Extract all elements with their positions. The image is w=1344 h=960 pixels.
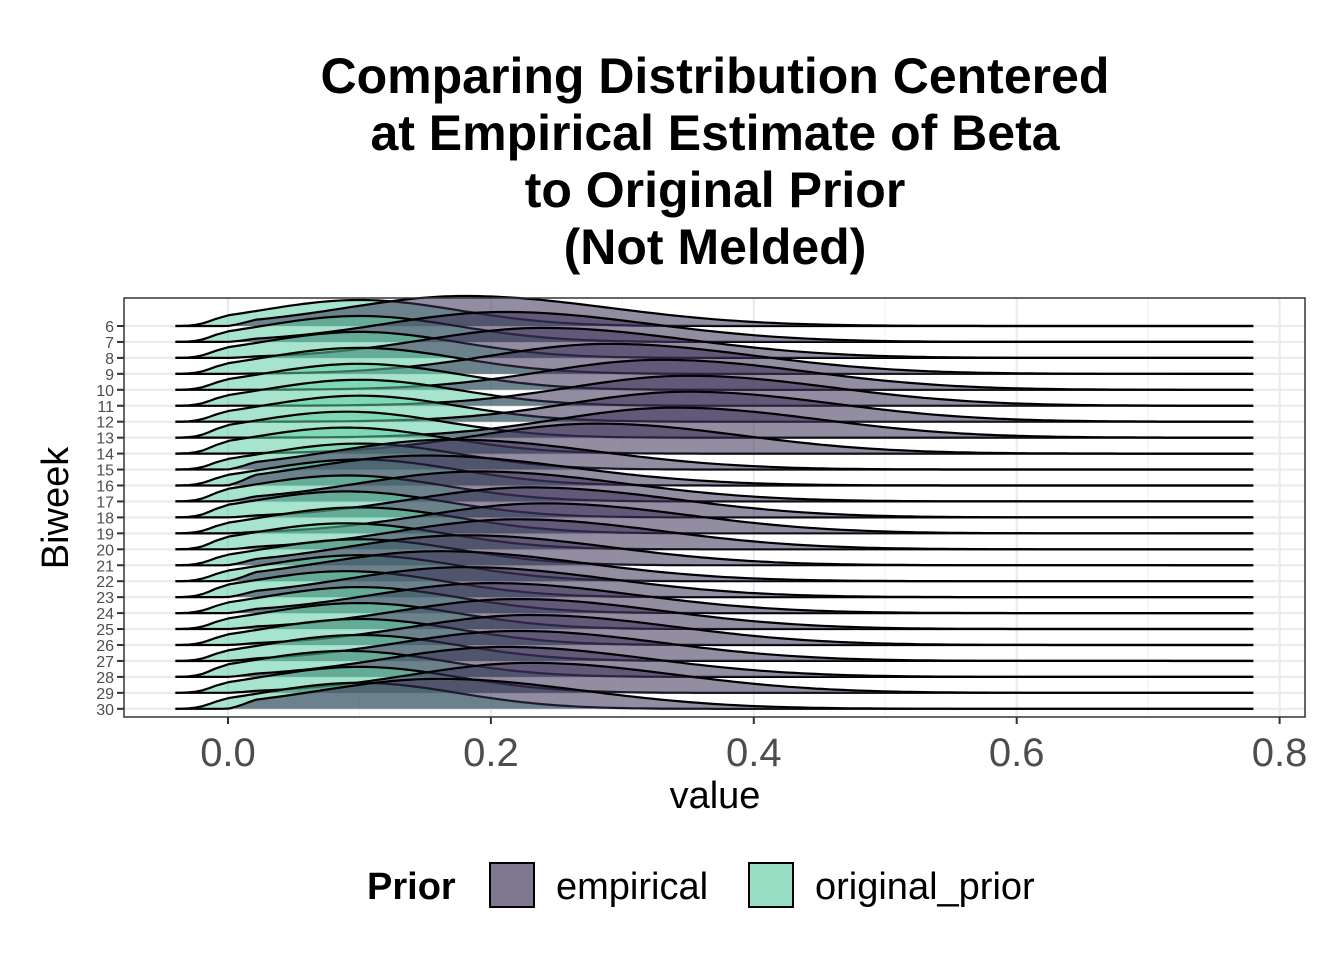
y-axis-title: Biweek: [35, 446, 77, 569]
y-tick-label: 26: [96, 638, 114, 655]
density-empirical-9: [175, 343, 1254, 374]
density-line-empirical-7: [175, 310, 1254, 343]
y-tick-label: 30: [96, 702, 114, 719]
density-line-empirical-6: [175, 294, 1254, 328]
y-tick-label: 15: [96, 463, 114, 480]
ridges: [175, 294, 1254, 710]
y-tick-label: 29: [96, 686, 114, 703]
ridge-biweek-30: [175, 677, 1254, 710]
x-tick-label: 0.2: [463, 731, 519, 775]
density-line-empirical-15: [175, 438, 1254, 471]
y-tick-label: 21: [96, 558, 114, 575]
y-tick-label: 11: [97, 399, 114, 416]
density-line-empirical-30: [175, 677, 1254, 710]
title-line-2: at Empirical Estimate of Beta: [370, 105, 1060, 161]
y-tick-label: 7: [105, 335, 114, 352]
density-empirical-30: [175, 678, 1254, 709]
density-line-empirical-22: [175, 550, 1254, 583]
density-line-empirical-21: [175, 534, 1254, 567]
y-tick-label: 18: [96, 510, 114, 527]
density-original-prior-11: [175, 379, 1254, 406]
plot-panel-border: [123, 297, 1306, 718]
chart-title: Comparing Distribution Centered at Empir…: [321, 48, 1110, 275]
title-line-4: (Not Melded): [564, 219, 867, 275]
density-line-empirical-16: [175, 454, 1254, 487]
x-tick-label: 0.0: [200, 731, 256, 775]
density-line-empirical-24: [175, 582, 1254, 615]
legend: Prior empirical original_prior: [367, 862, 1035, 908]
y-tick-label: 22: [96, 574, 114, 591]
x-tick-label: 0.8: [1252, 731, 1308, 775]
y-tick-label: 8: [105, 351, 114, 368]
y-tick-label: 14: [96, 447, 114, 464]
y-tick-label: 10: [96, 383, 114, 400]
y-tick-label: 16: [96, 479, 114, 496]
legend-title: Prior: [367, 866, 456, 908]
density-line-empirical-27: [175, 629, 1254, 663]
y-tick-label: 25: [96, 622, 114, 639]
y-tick-label: 27: [96, 654, 114, 671]
y-axis: 6789101112131415161718192021222324252627…: [96, 319, 124, 719]
density-line-empirical-28: [175, 645, 1254, 678]
y-tick-label: 9: [105, 367, 114, 384]
legend-key-empirical: [489, 862, 535, 908]
density-empirical-8: [175, 327, 1254, 358]
y-tick-label: 28: [96, 670, 114, 687]
x-tick-label: 0.6: [989, 731, 1045, 775]
density-empirical-11: [175, 375, 1254, 406]
density-line-empirical-23: [175, 566, 1254, 599]
y-tick-label: 24: [96, 606, 114, 623]
x-axis: 0.0 0.2 0.4 0.6 0.8: [200, 717, 1307, 775]
y-tick-label: 6: [105, 319, 114, 336]
density-original-prior-13: [175, 411, 1254, 438]
density-original-prior-12: [175, 395, 1254, 422]
y-tick-label: 20: [96, 542, 114, 559]
legend-label-original-prior: original_prior: [815, 866, 1035, 908]
density-empirical-12: [175, 391, 1254, 422]
y-tick-label: 12: [96, 415, 114, 432]
density-line-empirical-17: [175, 470, 1254, 503]
y-tick-label: 13: [96, 431, 114, 448]
density-empirical-10: [175, 359, 1254, 390]
x-axis-title: value: [670, 775, 761, 817]
legend-key-original-prior: [748, 862, 794, 908]
density-line-empirical-20: [175, 518, 1254, 551]
density-empirical-13: [175, 407, 1254, 438]
y-tick-label: 23: [96, 590, 114, 607]
title-line-3: to Original Prior: [525, 162, 906, 218]
legend-label-empirical: empirical: [556, 866, 708, 908]
density-empirical-7: [175, 312, 1254, 342]
y-tick-label: 19: [96, 526, 114, 543]
density-line-empirical-25: [175, 598, 1254, 631]
x-tick-label: 0.4: [726, 731, 782, 775]
y-tick-label: 17: [96, 494, 114, 511]
title-line-1: Comparing Distribution Centered: [321, 48, 1110, 104]
